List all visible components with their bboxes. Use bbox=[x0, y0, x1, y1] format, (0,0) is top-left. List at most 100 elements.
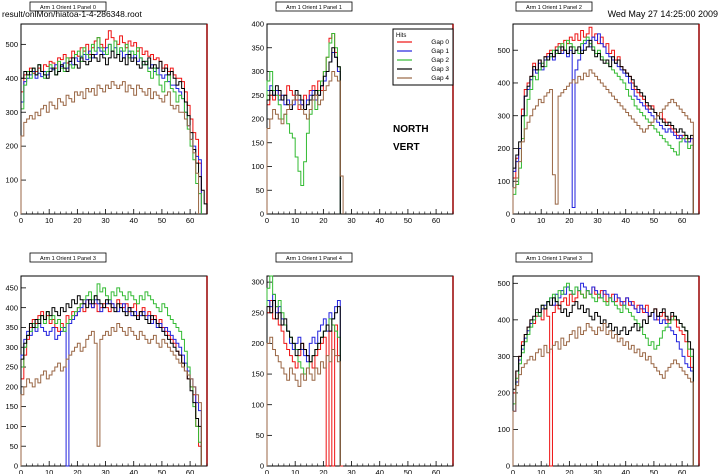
series-gap0 bbox=[266, 33, 341, 214]
vert-annotation: VERT bbox=[393, 142, 420, 153]
file-path-label: result/onlMon/hiatoa-1-4-286348.root bbox=[2, 9, 143, 19]
y-tick-label: 50 bbox=[256, 431, 264, 440]
series-gap3 bbox=[512, 39, 694, 214]
legend: Hits Gap 0 Gap 1 Gap 2 Gap 3 Gap 4 bbox=[392, 28, 454, 86]
series-gap2 bbox=[266, 275, 341, 466]
x-tick-label: 0 bbox=[19, 468, 23, 474]
x-tick-label: 50 bbox=[404, 468, 412, 474]
series-gap4 bbox=[512, 69, 694, 214]
x-tick-label: 10 bbox=[537, 468, 545, 474]
x-tick-label: 60 bbox=[432, 216, 440, 225]
series-gap2 bbox=[266, 33, 341, 214]
x-tick-label: 20 bbox=[73, 468, 81, 474]
series-gap0 bbox=[20, 299, 202, 466]
panel-4: Arm 1 Orient 1 Panel 4 0 10 20 30 40 50 60 0 50 10… bbox=[251, 252, 454, 474]
x-tick-label: 40 bbox=[376, 216, 384, 225]
x-tick-label: 50 bbox=[158, 468, 166, 474]
panel-title: Arm 1 Orient 1 Panel 0 bbox=[40, 5, 96, 11]
y-tick-label: 200 bbox=[5, 382, 18, 391]
legend-entry: Gap 4 bbox=[431, 75, 449, 82]
x-tick-label: 60 bbox=[678, 468, 686, 474]
panel-title-box bbox=[29, 1, 107, 12]
y-tick-label: 150 bbox=[251, 370, 264, 379]
y-tick-label: 150 bbox=[251, 138, 264, 147]
y-tick-label: 100 bbox=[497, 425, 510, 434]
y-tick-label: 500 bbox=[497, 279, 510, 288]
y-tick-label: 500 bbox=[5, 40, 18, 49]
y-tick-label: 100 bbox=[5, 176, 18, 185]
series-gap4 bbox=[20, 81, 200, 214]
legend-entry: Gap 3 bbox=[431, 66, 449, 73]
series-gap1 bbox=[20, 299, 202, 467]
panel-title-box bbox=[275, 252, 353, 263]
series-gap0 bbox=[512, 286, 694, 467]
series-gap3 bbox=[266, 300, 341, 466]
x-tick-label: 10 bbox=[45, 216, 53, 225]
plot-frame bbox=[266, 275, 454, 467]
y-tick-label: 200 bbox=[497, 144, 510, 153]
north-annotation: NORTH bbox=[393, 124, 429, 135]
legend-entry: Gap 1 bbox=[431, 48, 449, 55]
y-tick-label: 500 bbox=[497, 46, 510, 55]
x-tick-label: 50 bbox=[404, 216, 412, 225]
panel-title: Arm 1 Orient 1 Panel 1 bbox=[286, 5, 342, 11]
y-tick-label: 50 bbox=[256, 186, 264, 195]
panel-title-box bbox=[275, 1, 353, 12]
y-tick-label: 100 bbox=[251, 400, 264, 409]
y-tick-label: 250 bbox=[5, 363, 18, 372]
y-tick-label: 400 bbox=[497, 79, 510, 88]
series-gap2 bbox=[20, 283, 202, 466]
legend-entry: Gap 2 bbox=[431, 57, 449, 64]
x-tick-label: 0 bbox=[265, 468, 269, 474]
panel-title: Arm 1 Orient 1 Panel 2 bbox=[526, 5, 582, 11]
y-tick-label: 200 bbox=[251, 339, 264, 348]
y-tick-label: 200 bbox=[5, 142, 18, 151]
x-tick-label: 30 bbox=[101, 468, 109, 474]
y-tick-label: 200 bbox=[251, 115, 264, 124]
y-tick-label: 400 bbox=[5, 303, 18, 312]
x-tick-label: 30 bbox=[347, 468, 355, 474]
series-gap1 bbox=[512, 33, 694, 214]
x-tick-label: 40 bbox=[130, 216, 138, 225]
series-gap3 bbox=[20, 295, 202, 466]
y-tick-label: 100 bbox=[251, 162, 264, 171]
y-tick-label: 0 bbox=[260, 210, 264, 219]
y-tick-label: 50 bbox=[10, 442, 18, 451]
panels-group: Arm 1 Orient 1 Panel 00 10 20 30 40 50 6001002… bbox=[5, 1, 700, 474]
series-gap4 bbox=[266, 71, 344, 214]
x-tick-label: 30 bbox=[593, 216, 601, 225]
x-tick-label: 10 bbox=[537, 216, 545, 225]
x-tick-label: 60 bbox=[186, 216, 194, 225]
series-gap1 bbox=[20, 43, 202, 214]
x-tick-label: 50 bbox=[650, 216, 658, 225]
panel-title: Arm 1 Orient 1 Panel 4 bbox=[286, 256, 342, 262]
y-tick-label: 100 bbox=[5, 422, 18, 431]
legend-entry: Gap 0 bbox=[431, 39, 449, 46]
x-tick-label: 0 bbox=[265, 216, 269, 225]
legend-box bbox=[392, 28, 454, 86]
x-tick-label: 60 bbox=[678, 216, 686, 225]
x-tick-label: 20 bbox=[73, 216, 81, 225]
x-tick-label: 40 bbox=[376, 468, 384, 474]
x-tick-label: 10 bbox=[45, 468, 53, 474]
y-tick-label: 400 bbox=[5, 74, 18, 83]
y-tick-label: 300 bbox=[251, 278, 264, 287]
x-tick-label: 0 bbox=[19, 216, 23, 225]
x-tick-label: 30 bbox=[347, 216, 355, 225]
series-gap0 bbox=[20, 30, 202, 214]
series-gap2 bbox=[512, 282, 694, 466]
y-tick-label: 100 bbox=[497, 177, 510, 186]
series-gap2 bbox=[20, 37, 202, 214]
series-gap3 bbox=[266, 47, 341, 214]
x-tick-label: 0 bbox=[511, 468, 515, 474]
y-tick-label: 300 bbox=[497, 111, 510, 120]
y-tick-label: 350 bbox=[5, 323, 18, 332]
panel-title: Arm 1 Orient 1 Panel 3 bbox=[526, 256, 582, 262]
series-gap3 bbox=[20, 50, 208, 214]
y-tick-label: 300 bbox=[251, 67, 264, 76]
panel-title-box bbox=[515, 252, 593, 263]
series-gap1 bbox=[266, 52, 341, 214]
x-tick-label: 50 bbox=[650, 468, 658, 474]
panel-title-box bbox=[29, 252, 107, 263]
